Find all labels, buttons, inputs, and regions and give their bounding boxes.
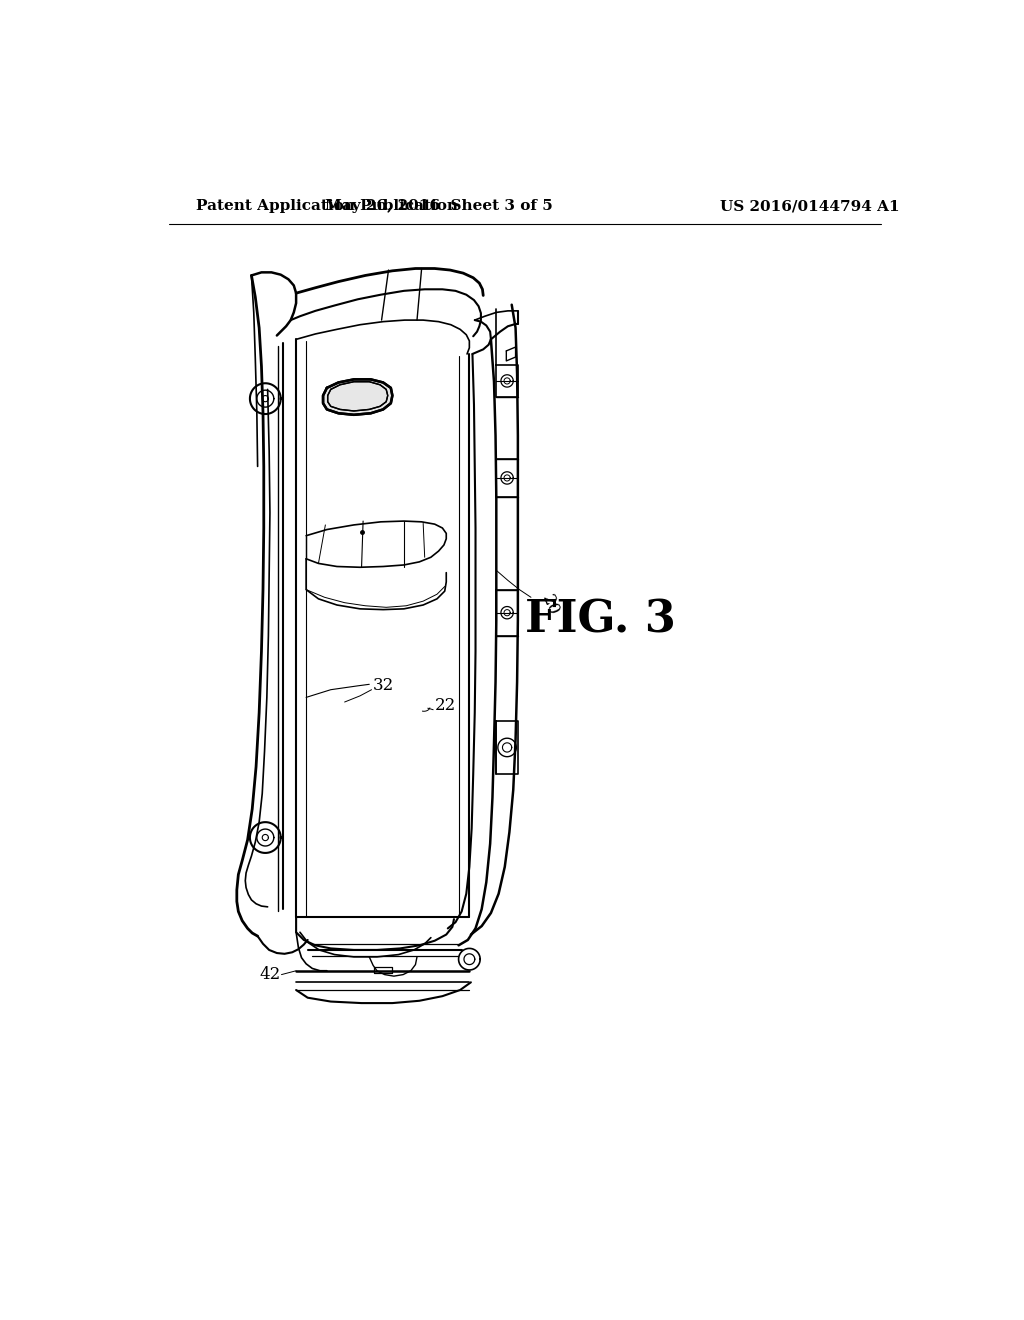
Text: 20: 20 — [539, 591, 562, 618]
Text: May 26, 2016  Sheet 3 of 5: May 26, 2016 Sheet 3 of 5 — [325, 199, 552, 213]
Text: FIG. 3: FIG. 3 — [525, 599, 676, 642]
Text: Patent Application Publication: Patent Application Publication — [196, 199, 458, 213]
Text: US 2016/0144794 A1: US 2016/0144794 A1 — [720, 199, 899, 213]
Text: 32: 32 — [373, 677, 394, 694]
Polygon shape — [323, 379, 392, 414]
Text: 22: 22 — [435, 697, 456, 714]
Text: 42: 42 — [259, 966, 281, 983]
